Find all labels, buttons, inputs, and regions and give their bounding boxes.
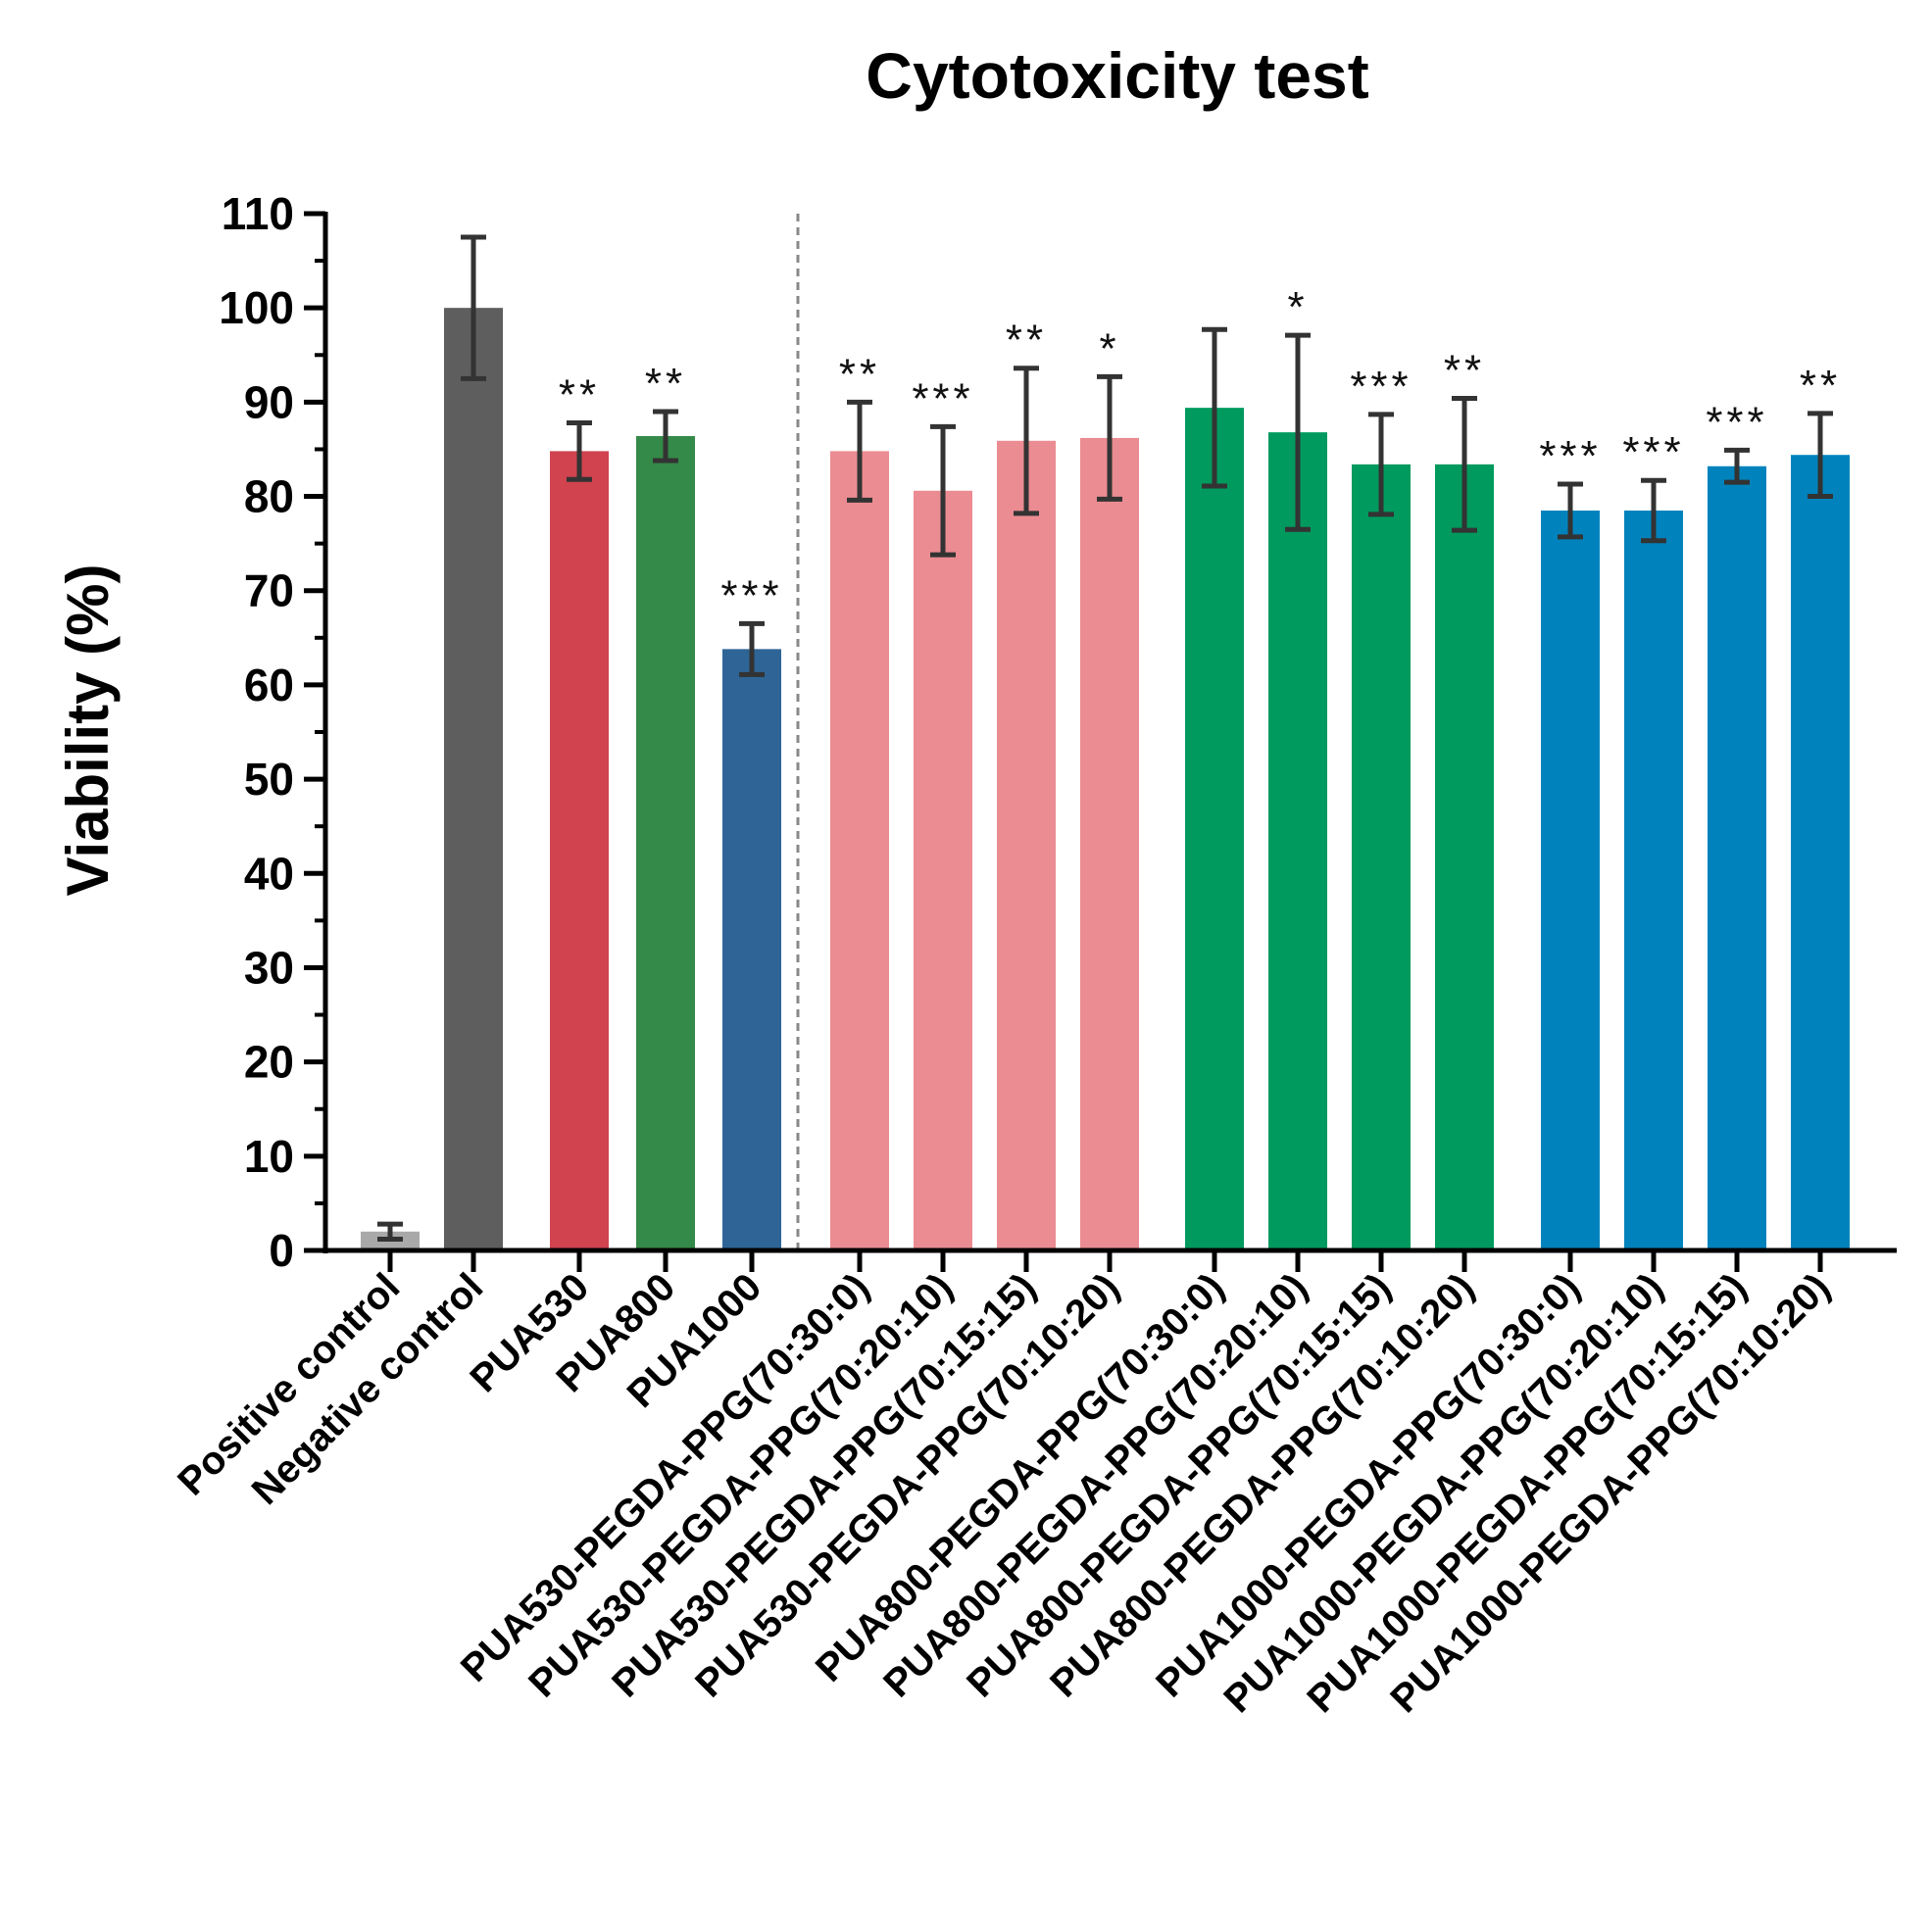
- significance-label: **: [645, 360, 686, 408]
- error-bar: [930, 423, 956, 558]
- bar: [550, 451, 609, 1250]
- significance-label: ***: [1706, 398, 1767, 446]
- bar: [722, 649, 781, 1250]
- chart-title: Cytotoxicity test: [866, 39, 1368, 112]
- error-bar: [567, 420, 592, 482]
- error-bar: [1202, 326, 1227, 489]
- y-tick-label: 110: [222, 188, 294, 239]
- significance-label: ***: [1350, 363, 1412, 411]
- y-axis-label: Viability (%): [55, 564, 121, 897]
- error-bar: [377, 1221, 403, 1242]
- y-tick-label: 40: [244, 848, 294, 899]
- bar: [1624, 510, 1683, 1250]
- y-tick-label: 10: [244, 1131, 294, 1182]
- significance-label: *: [1099, 324, 1119, 372]
- significance-label: **: [559, 371, 600, 419]
- bar: [1185, 408, 1244, 1251]
- significance-label: ***: [912, 374, 973, 422]
- bar: [1352, 464, 1411, 1250]
- significance-label: **: [1444, 347, 1485, 395]
- y-tick-label: 70: [244, 565, 294, 616]
- y-tick-label: 20: [244, 1037, 294, 1088]
- error-bar: [1014, 366, 1039, 516]
- error-bar: [1641, 477, 1666, 544]
- bar: [1435, 464, 1494, 1250]
- bar: [830, 451, 889, 1250]
- significance-label: ***: [1622, 428, 1684, 476]
- y-tick-label: 90: [244, 376, 294, 427]
- significance-label: **: [1800, 362, 1841, 410]
- error-bar: [1452, 396, 1477, 533]
- bar: [636, 435, 695, 1250]
- error-bar: [739, 620, 765, 677]
- error-bar: [653, 409, 678, 464]
- error-bar: [1724, 447, 1750, 485]
- y-tick-label: 50: [244, 754, 294, 805]
- significance-label: ***: [720, 571, 782, 619]
- bar: [1708, 465, 1766, 1250]
- y-tick-label: 100: [219, 282, 294, 333]
- error-bar: [461, 234, 486, 381]
- significance-label: *: [1287, 283, 1308, 331]
- bar: [1080, 437, 1139, 1250]
- bar: [1541, 510, 1600, 1250]
- bar: [444, 308, 503, 1250]
- significance-label: **: [1006, 317, 1047, 365]
- error-bar: [1368, 412, 1394, 517]
- significance-label: ***: [1539, 432, 1601, 480]
- y-tick-label: 60: [244, 660, 294, 710]
- error-bar: [1808, 411, 1833, 500]
- y-tick-label: 30: [244, 942, 294, 993]
- error-bar: [1558, 481, 1583, 540]
- bar: [914, 490, 972, 1250]
- significance-label: **: [839, 350, 880, 398]
- error-bar: [1285, 332, 1311, 532]
- y-tick-label: 0: [269, 1225, 294, 1276]
- bar: [997, 440, 1056, 1250]
- y-tick-label: 80: [244, 471, 294, 522]
- bar: [1268, 432, 1327, 1250]
- error-bar: [847, 399, 872, 503]
- bar: [1791, 455, 1850, 1250]
- error-bar: [1097, 373, 1122, 502]
